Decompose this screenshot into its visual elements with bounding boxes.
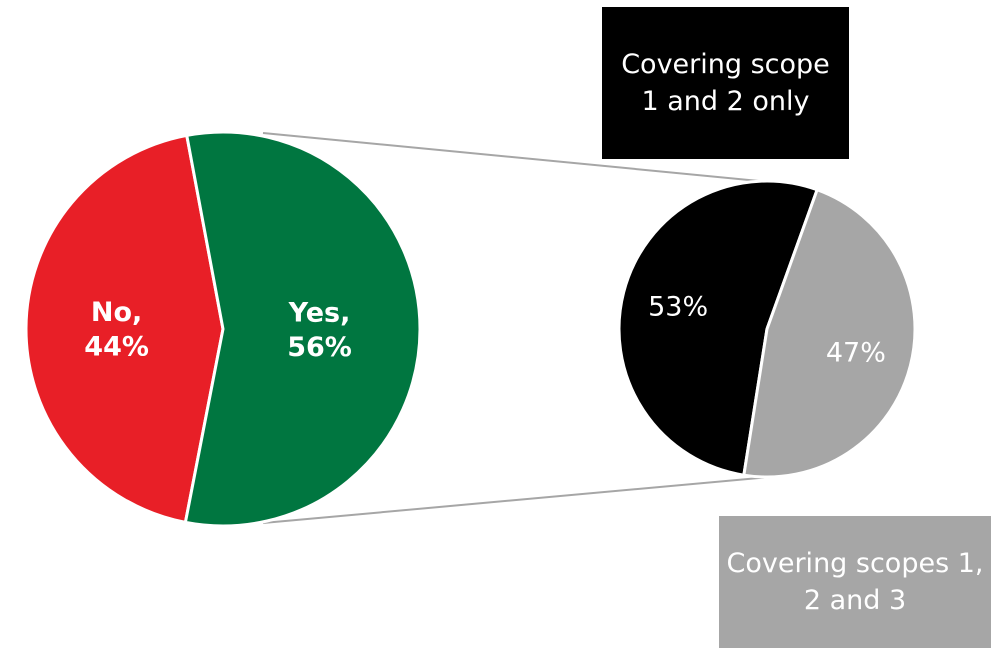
data-label-no: No, 44% <box>84 297 149 363</box>
data-label-covering-scope-1-and-2-only: 53% <box>648 292 708 323</box>
breakdown-pie: 53% 47% <box>617 179 917 479</box>
pie-slice-yes <box>183 130 422 528</box>
data-label-yes: Yes, 56% <box>287 298 352 364</box>
legend-label-scope-1-2: Covering scope 1 and 2 only <box>621 49 830 117</box>
pie-slice-covering-scopes-1-2-and-3 <box>742 187 917 479</box>
pie-slice-covering-scope-1-and-2-only <box>617 179 820 477</box>
legend-box-scope-1-2-3: Covering scopes 1, 2 and 3 <box>719 516 991 648</box>
connector-line-top <box>262 132 771 183</box>
connector-lines <box>262 132 771 524</box>
pie-slice-no <box>24 133 225 525</box>
data-label-covering-scopes-1-2-and-3: 47% <box>826 337 886 368</box>
legend-box-scope-1-2: Covering scope 1 and 2 only <box>602 7 849 159</box>
legend-label-scope-1-2-3: Covering scopes 1, 2 and 3 <box>726 548 984 616</box>
main-pie: No, 44% Yes, 56% <box>24 130 422 528</box>
connector-line-bottom <box>262 476 771 524</box>
